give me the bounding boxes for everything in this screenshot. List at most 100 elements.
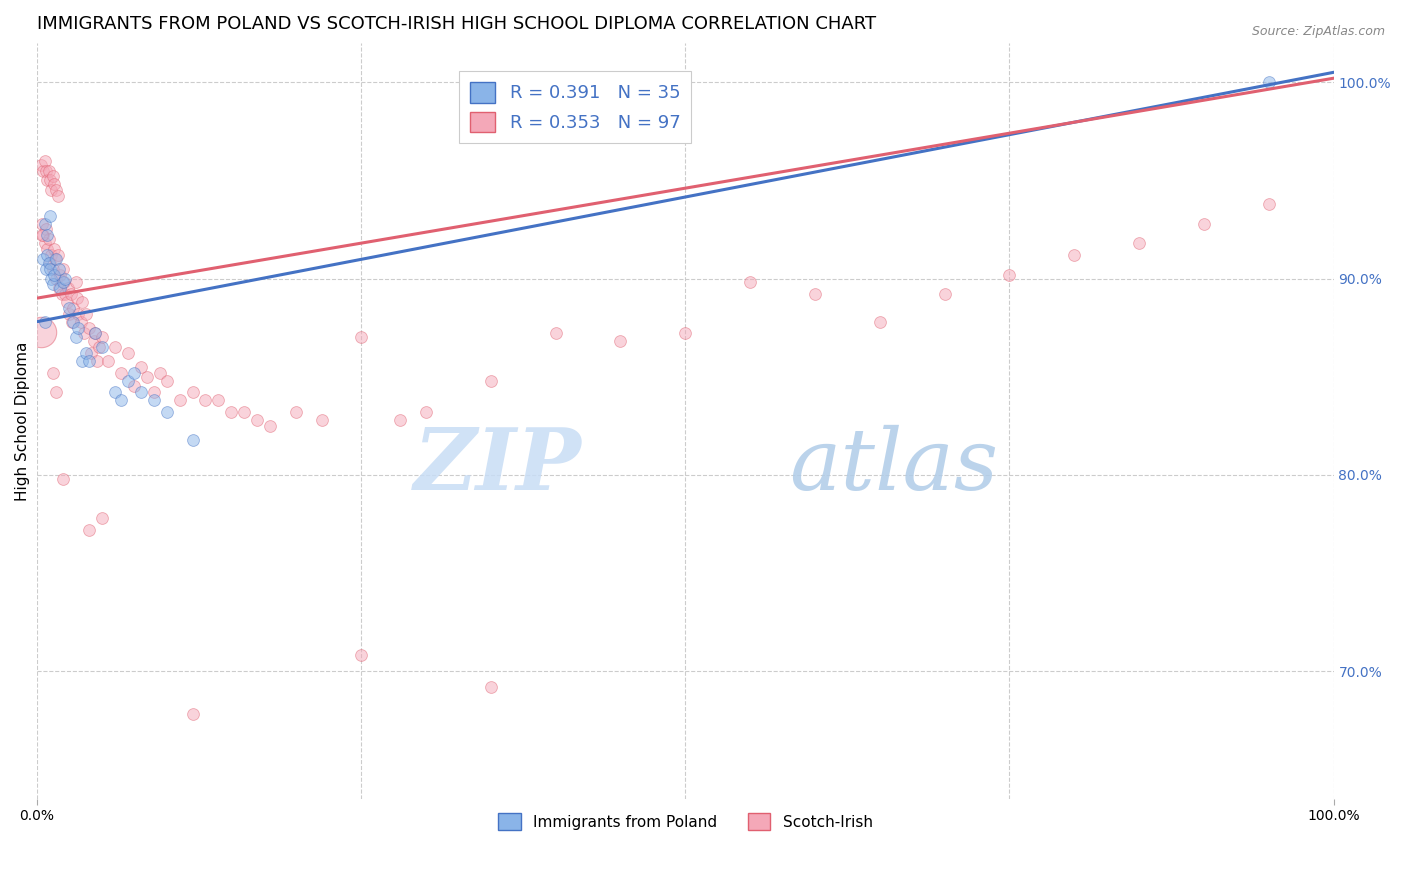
- Point: [194, 393, 217, 408]
- Point: [31, 217, 53, 231]
- Point: [38, 261, 60, 276]
- Point: [35, 261, 58, 276]
- Point: [41, 366, 63, 380]
- Point: [181, 433, 204, 447]
- Point: [34, 236, 56, 251]
- Point: [67, 320, 90, 334]
- Point: [55, 287, 77, 301]
- Point: [53, 276, 76, 290]
- Point: [34, 315, 56, 329]
- Point: [70, 315, 93, 329]
- Point: [34, 153, 56, 168]
- Point: [136, 369, 159, 384]
- Point: [34, 217, 56, 231]
- Point: [75, 346, 97, 360]
- Point: [77, 354, 100, 368]
- Point: [89, 340, 111, 354]
- Point: [38, 232, 60, 246]
- Legend: Immigrants from Poland, Scotch-Irish: Immigrants from Poland, Scotch-Irish: [492, 806, 879, 837]
- Point: [181, 385, 204, 400]
- Point: [55, 295, 77, 310]
- Point: [1257, 75, 1279, 89]
- Point: [90, 330, 112, 344]
- Text: atlas: atlas: [789, 425, 998, 508]
- Point: [48, 281, 70, 295]
- Point: [259, 418, 281, 433]
- Point: [30, 325, 52, 339]
- Point: [59, 287, 82, 301]
- Point: [58, 301, 80, 315]
- Point: [285, 405, 308, 419]
- Point: [77, 320, 100, 334]
- Point: [75, 307, 97, 321]
- Point: [45, 385, 67, 400]
- Point: [48, 261, 70, 276]
- Text: IMMIGRANTS FROM POLAND VS SCOTCH-IRISH HIGH SCHOOL DIPLOMA CORRELATION CHART: IMMIGRANTS FROM POLAND VS SCOTCH-IRISH H…: [37, 15, 876, 33]
- Point: [998, 268, 1021, 282]
- Point: [65, 276, 87, 290]
- Point: [415, 405, 437, 419]
- Point: [311, 413, 333, 427]
- Point: [46, 248, 69, 262]
- Point: [738, 276, 761, 290]
- Y-axis label: High School Diploma: High School Diploma: [15, 341, 30, 500]
- Point: [84, 326, 107, 341]
- Point: [142, 385, 165, 400]
- Point: [77, 523, 100, 537]
- Point: [72, 326, 94, 341]
- Point: [155, 374, 177, 388]
- Point: [66, 291, 89, 305]
- Point: [83, 334, 105, 349]
- Point: [52, 472, 75, 486]
- Point: [1128, 236, 1150, 251]
- Point: [207, 393, 229, 408]
- Point: [388, 413, 411, 427]
- Point: [169, 393, 191, 408]
- Point: [41, 277, 63, 292]
- Point: [122, 366, 145, 380]
- Point: [67, 307, 90, 321]
- Point: [155, 405, 177, 419]
- Point: [62, 301, 84, 315]
- Point: [52, 261, 75, 276]
- Point: [72, 354, 94, 368]
- Point: [49, 281, 72, 295]
- Point: [544, 326, 567, 341]
- Point: [104, 340, 127, 354]
- Point: [221, 405, 243, 419]
- Point: [72, 295, 94, 310]
- Point: [42, 268, 65, 282]
- Point: [86, 354, 108, 368]
- Point: [37, 248, 59, 262]
- Point: [142, 393, 165, 408]
- Point: [39, 183, 62, 197]
- Point: [804, 287, 827, 301]
- Point: [38, 209, 60, 223]
- Point: [32, 228, 55, 243]
- Point: [84, 326, 107, 341]
- Point: [38, 173, 60, 187]
- Point: [110, 366, 132, 380]
- Point: [609, 334, 631, 349]
- Point: [35, 163, 58, 178]
- Point: [45, 252, 67, 266]
- Point: [1257, 197, 1279, 211]
- Point: [45, 271, 67, 285]
- Point: [117, 346, 139, 360]
- Point: [129, 359, 152, 374]
- Point: [350, 330, 373, 344]
- Point: [90, 340, 112, 354]
- Point: [104, 385, 127, 400]
- Point: [38, 256, 60, 270]
- Point: [149, 366, 172, 380]
- Point: [479, 680, 502, 694]
- Point: [46, 189, 69, 203]
- Point: [55, 271, 77, 285]
- Point: [62, 315, 84, 329]
- Point: [32, 163, 55, 178]
- Point: [56, 281, 79, 295]
- Point: [32, 252, 55, 266]
- Point: [60, 315, 83, 329]
- Point: [30, 158, 52, 172]
- Point: [181, 707, 204, 722]
